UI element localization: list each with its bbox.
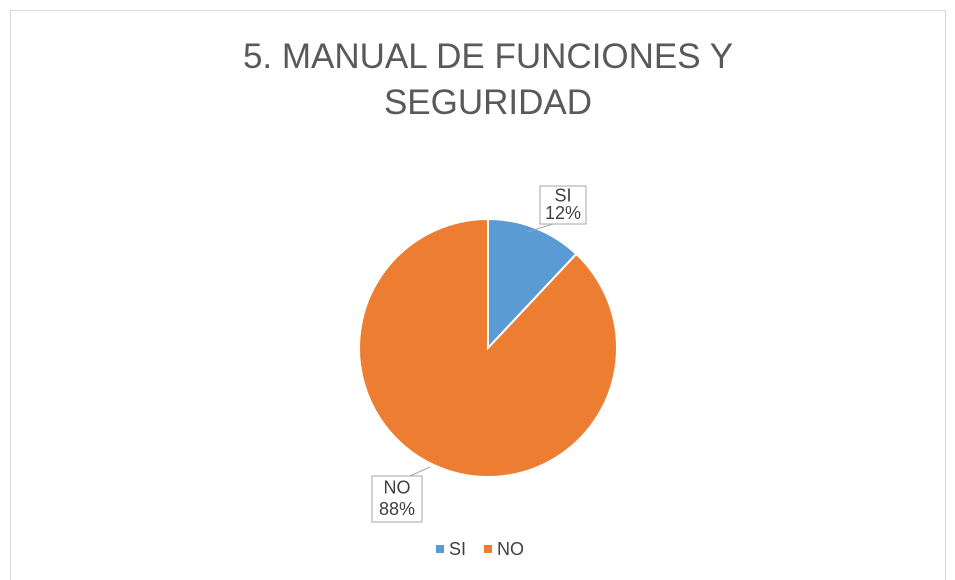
data-label-value: 88% bbox=[379, 499, 415, 519]
data-label-box bbox=[539, 185, 587, 225]
leader-line bbox=[526, 223, 554, 233]
legend-swatch bbox=[436, 545, 444, 553]
legend-swatch bbox=[484, 545, 493, 553]
pie-slice bbox=[487, 217, 578, 351]
data-label-category: NO bbox=[384, 478, 411, 498]
data-label-value: 12% bbox=[545, 203, 581, 223]
data-label-category: SI bbox=[554, 185, 571, 205]
pie-slice bbox=[358, 217, 618, 478]
legend-label: NO bbox=[497, 539, 524, 559]
legend-label: SI bbox=[449, 539, 466, 559]
data-label-box bbox=[371, 475, 423, 523]
leader-line bbox=[409, 466, 431, 477]
chart-frame bbox=[10, 10, 946, 580]
chart-title: 5. MANUAL DE FUNCIONES Y SEGURIDAD bbox=[242, 37, 734, 122]
